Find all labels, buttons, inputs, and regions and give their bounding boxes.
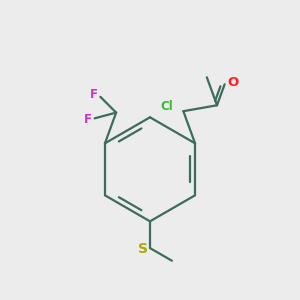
Text: S: S xyxy=(139,242,148,256)
Text: F: F xyxy=(83,113,92,126)
Text: F: F xyxy=(90,88,98,101)
Text: O: O xyxy=(227,76,239,89)
Text: Cl: Cl xyxy=(160,100,173,113)
